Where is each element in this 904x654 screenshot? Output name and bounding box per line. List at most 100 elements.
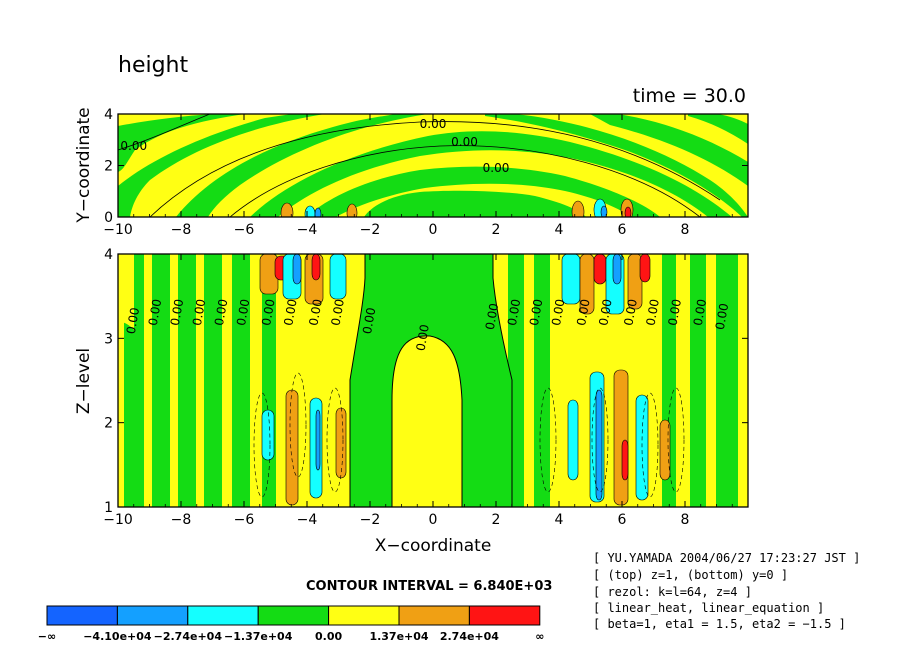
- colorbar-label: 2.74e+04: [440, 630, 499, 643]
- x-tick-label: 8: [681, 512, 690, 528]
- y-tick-label: 3: [104, 331, 113, 347]
- contour-label: 0.00: [168, 298, 186, 327]
- top-green-band: [590, 114, 748, 186]
- bottom-cell-zone: [613, 369, 629, 506]
- bottom-cell-zone: [329, 254, 347, 300]
- contour-label: 0.00: [451, 135, 478, 149]
- bottom-cell-zone: [635, 394, 649, 501]
- x-tick-label: −8: [171, 222, 192, 238]
- bottom-yellow-corner: [118, 254, 134, 330]
- colorbar-label: −∞: [38, 630, 56, 643]
- contour-label: 0.00: [120, 139, 147, 153]
- colorbar-label: −2.74e+04: [154, 630, 223, 643]
- bottom-green-column: [152, 254, 170, 507]
- contour-label: 0.00: [643, 298, 661, 327]
- top-cell-blob: [280, 202, 294, 217]
- contour-label: 0.00: [306, 298, 324, 327]
- x-tick-label: 2: [492, 222, 501, 238]
- top-contour-line: [149, 121, 721, 217]
- bottom-contour-line: [492, 254, 513, 507]
- colorbar: −∞ −4.10e+04 −2.74e+04 −1.37e+04 0.00 1.37e+0…: [38, 605, 544, 643]
- top-axis-ticks: −10 −8 −6 −4 −2 0 2 4 6 8 0 2 4: [103, 107, 749, 238]
- x-tick-label: 0: [429, 512, 438, 528]
- contour-label: 0.00: [691, 298, 709, 327]
- colorbar-label: ∞: [535, 630, 544, 643]
- bottom-green-column: [232, 254, 250, 507]
- y-tick-label: 2: [104, 159, 113, 175]
- run-info-line: [ (top) z=1, (bottom) y=0 ]: [593, 568, 788, 582]
- bottom-contour-fill: [118, 254, 748, 507]
- bottom-axis-ticks: −10 −8 −6 −4 −2 0 2 4 6 8 1 2 3 4: [103, 247, 749, 528]
- bottom-cell-zone: [261, 409, 275, 461]
- run-info-line: [ YU.YAMADA 2004/06/27 17:23:27 JST ]: [593, 551, 860, 565]
- bottom-dashed-contour: [539, 387, 557, 493]
- bottom-green-column: [204, 254, 222, 507]
- x-tick-label: −2: [360, 512, 381, 528]
- contour-label: 0.00: [483, 161, 510, 175]
- x-tick-label: 8: [681, 222, 690, 238]
- x-tick-label: −4: [297, 222, 318, 238]
- top-cell-blob: [314, 207, 322, 217]
- top-cell-blob: [624, 206, 632, 217]
- bottom-cell-zone: [315, 409, 321, 471]
- x-tick-label: −8: [171, 512, 192, 528]
- contour-label: 0.00: [505, 298, 523, 327]
- colorbar-label: 0.00: [315, 630, 342, 643]
- bottom-cell-zone: [567, 399, 579, 481]
- contour-label: 0.00: [212, 298, 230, 327]
- colorbar-swatch: [328, 605, 400, 626]
- run-info-line: [ linear_heat, linear_equation ]: [593, 601, 824, 615]
- x-tick-label: 4: [555, 512, 564, 528]
- x-tick-label: 2: [492, 512, 501, 528]
- top-green-band: [688, 114, 748, 144]
- bottom-cell-zone: [659, 419, 671, 481]
- contour-label: 0.00: [713, 302, 731, 331]
- contour-label: 0.00: [574, 298, 592, 327]
- bottom-green-column: [178, 254, 196, 507]
- y-tick-label: 1: [104, 500, 113, 516]
- bottom-contour-line: [391, 335, 463, 507]
- colorbar-swatch: [257, 605, 330, 626]
- contour-label: 0.00: [259, 298, 277, 327]
- x-tick-label: −6: [234, 222, 255, 238]
- y-tick-label: 4: [104, 107, 113, 123]
- bottom-cell-zone: [595, 389, 603, 501]
- y-tick-label: 0: [104, 210, 113, 226]
- bottom-cell-zone: [285, 389, 299, 506]
- bottom-cell-zone: [335, 407, 347, 479]
- time-label: time = 30.0: [633, 85, 746, 107]
- contour-label: 0.00: [420, 117, 447, 131]
- contour-label: 0.00: [666, 298, 684, 327]
- x-tick-label: −10: [103, 512, 133, 528]
- bottom-central-green-arch: [350, 254, 512, 507]
- bottom-panel: 0.00 0.00 0.00 0.00 0.00 0.00 0.00 0.00 0.00 0.00…: [74, 247, 749, 556]
- bottom-cell-zone: [561, 254, 581, 305]
- bottom-dashed-contour: [289, 372, 307, 478]
- contour-label: 0.00: [621, 298, 639, 327]
- contour-label: 0.00: [527, 298, 545, 327]
- colorbar-swatch: [398, 605, 470, 626]
- bottom-cell-zone: [311, 254, 321, 281]
- top-green-band: [250, 131, 732, 217]
- bottom-green-column: [690, 254, 706, 507]
- contour-label: 0.00: [596, 298, 614, 327]
- bottom-central-yellow-dome: [392, 335, 462, 507]
- top-green-band: [176, 114, 428, 217]
- bottom-cell-zone: [593, 254, 607, 285]
- x-tick-label: −6: [234, 512, 255, 528]
- colorbar-label: −1.37e+04: [224, 630, 293, 643]
- contour-label: 0.00: [360, 306, 378, 335]
- contour-label: 0.00: [234, 298, 252, 327]
- bottom-dashed-contour: [591, 387, 609, 493]
- y-tick-label: 2: [104, 416, 113, 432]
- bottom-dashed-contour: [326, 387, 344, 493]
- top-panel: 0.00 0.00 0.00 0.00 −10 −8 −6 −4 −2 0 2 4 6 8 0 2 4 Y−c…: [74, 107, 749, 238]
- top-y-axis-label: Y−coordinate: [74, 107, 94, 223]
- x-tick-label: 4: [555, 222, 564, 238]
- bottom-cell-zone: [579, 254, 595, 315]
- contour-label: 0.00: [146, 298, 164, 327]
- top-cell-blob: [600, 205, 608, 217]
- top-green-band: [118, 114, 325, 217]
- bottom-x-axis-label: X−coordinate: [375, 536, 492, 556]
- contour-interval-label: CONTOUR INTERVAL = 6.840E+03: [306, 579, 552, 594]
